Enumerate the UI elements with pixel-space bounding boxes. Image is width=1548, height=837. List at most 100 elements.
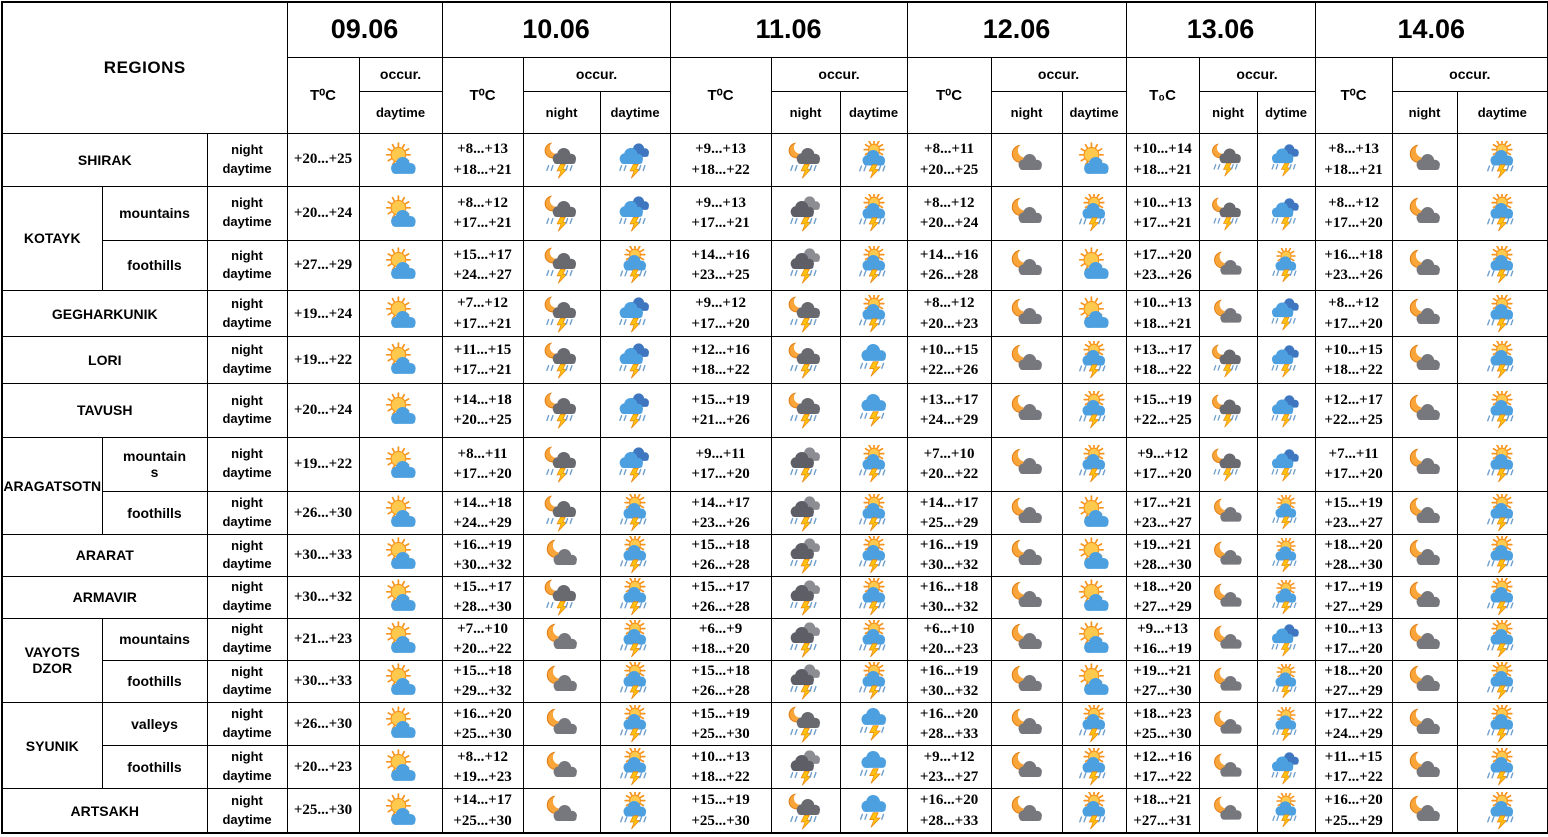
temp-cell: +8...+12 +17...+21 <box>441 185 524 241</box>
occur-icon-cell <box>599 185 671 241</box>
temp-range: +25...+29 <box>919 514 979 531</box>
occur-icon-cell <box>839 533 908 578</box>
occur-icon-cell <box>1198 617 1258 661</box>
temp-range: +16...+18 <box>919 579 979 596</box>
occur-icon-cell <box>1391 745 1458 790</box>
occur-icon-cell <box>839 788 908 834</box>
temp-range: +27...+30 <box>1133 683 1192 700</box>
temp-range: +14...+16 <box>919 247 979 264</box>
storm-day-sun-icon <box>1487 789 1514 829</box>
partly-day-icon <box>385 141 416 174</box>
temp-range: +18...+22 <box>1324 362 1383 379</box>
temp-cell: +10...+15 +22...+26 <box>906 336 992 385</box>
temp-cell: +9...+13 +18...+22 <box>669 132 772 187</box>
temp-cell: +8...+12 +20...+24 <box>906 185 992 241</box>
storm-blue-heavy-icon <box>1271 624 1299 657</box>
temp-range: +17...+20 <box>1133 247 1192 264</box>
daytime-label: daytime <box>222 361 272 377</box>
subregion-label: foothills <box>127 504 182 521</box>
temp-range: +25...+30 <box>691 726 750 742</box>
storm-dark-icon <box>789 750 820 786</box>
storm-night-moon-icon <box>1212 142 1241 177</box>
night-label: night <box>231 342 263 358</box>
storm-night-moon-icon <box>544 391 576 429</box>
partly-day-icon <box>385 392 416 425</box>
temp-range: +20...+24 <box>919 215 979 232</box>
occur-icon-cell <box>1256 383 1316 438</box>
temp-cell: +10...+13 +18...+22 <box>669 745 772 790</box>
subregion-cell: valleys <box>101 701 208 747</box>
night-label: night <box>231 295 263 311</box>
occur-icon-cell <box>990 185 1063 241</box>
temp-range: +9...+12 <box>1137 445 1188 462</box>
storm-night-moon-icon <box>544 445 576 483</box>
storm-blue-heavy-icon <box>1271 198 1299 231</box>
occur-icon-cell <box>990 745 1063 790</box>
temp-range: +17...+20 <box>691 315 750 332</box>
storm-blue-icon <box>859 344 886 377</box>
temp-range: +16...+20 <box>1324 792 1383 809</box>
table-row: ARMAVIR night daytime +30...+32 +15...+17 +28… <box>1 576 1548 619</box>
temp-cell: +10...+14 +18...+21 <box>1125 132 1200 187</box>
table-row: KOTAYK mountains night daytime +20...+24 +8..… <box>1 185 1548 292</box>
storm-day-sun-icon <box>1079 443 1106 483</box>
subregion-cell: foothills <box>101 239 208 292</box>
temp-cell: +10...+15 +18...+22 <box>1314 336 1393 385</box>
temp-cell: +18...+20 +27...+29 <box>1314 659 1393 703</box>
temp-range: +28...+33 <box>919 812 979 829</box>
night-cloud-icon <box>1011 296 1042 324</box>
occur-icon-cell <box>1456 132 1548 187</box>
temp-column-header: T⁰C <box>441 56 524 134</box>
storm-night-moon-icon <box>544 493 576 532</box>
partly-day-icon <box>385 195 416 228</box>
temp-range: +14...+16 <box>691 247 750 264</box>
temp-cell: +8...+13 +18...+21 <box>441 132 524 187</box>
temp-range: +23...+27 <box>1133 514 1192 531</box>
night-label: night <box>231 446 263 462</box>
temp-range: +10...+13 <box>1133 295 1192 312</box>
temp-cell: +20...+24 <box>286 383 360 438</box>
regions-header: REGIONS <box>1 1 288 134</box>
occur-icon-cell <box>839 383 908 438</box>
occur-icon-cell <box>522 533 601 578</box>
storm-day-sun-icon <box>620 492 647 531</box>
temp-range: +28...+33 <box>919 726 979 742</box>
subregion-label: mountains <box>123 448 186 481</box>
temp-range: +27...+31 <box>1133 812 1192 829</box>
temp-cell: +14...+18 +20...+25 <box>441 383 524 438</box>
partly-day-icon <box>1078 663 1109 696</box>
temp-range: +15...+19 <box>1133 392 1192 409</box>
temp-cell: +18...+23 +25...+30 <box>1125 701 1200 747</box>
temp-cell: +15...+18 +26...+28 <box>669 533 772 578</box>
temp-range: +16...+19 <box>1133 641 1192 658</box>
storm-day-sun-icon <box>620 577 647 616</box>
time-labels-cell: night daytime <box>206 701 288 747</box>
temp-cell: +16...+19 +30...+32 <box>906 659 992 703</box>
temp-cell: +16...+20 +28...+33 <box>906 701 992 747</box>
temp-cell: +19...+21 +27...+30 <box>1125 659 1200 703</box>
timeofday-header: dytime <box>1256 90 1316 134</box>
temp-range: +6...+9 <box>698 620 743 637</box>
temp-cell: +8...+12 +17...+20 <box>1314 185 1393 241</box>
temp-range: +26...+28 <box>691 557 750 574</box>
occur-icon-cell <box>1391 336 1458 385</box>
night-cloud-icon <box>1214 298 1242 323</box>
temp-range: +18...+22 <box>691 362 750 379</box>
temp-range: +18...+21 <box>1133 792 1192 809</box>
temp-range: +9...+13 <box>695 141 746 158</box>
temp-cell: +15...+18 +26...+28 <box>669 659 772 703</box>
region-cell: GEGHARKUNIK <box>1 290 208 338</box>
storm-day-sun-icon <box>1079 192 1106 232</box>
temp-range: +8...+12 <box>1328 195 1379 212</box>
temp-range: +19...+21 <box>1133 663 1192 680</box>
temp-range: +18...+22 <box>1133 362 1192 379</box>
temp-cell: +8...+12 +20...+23 <box>906 290 992 338</box>
storm-night-moon-icon <box>788 791 820 830</box>
occur-icon-cell <box>990 383 1063 438</box>
occur-icon-cell <box>1061 383 1127 438</box>
temp-cell: +8...+11 +20...+25 <box>906 132 992 187</box>
temp-cell: +20...+23 <box>286 745 360 790</box>
occur-icon-cell <box>522 336 601 385</box>
temp-range: +15...+18 <box>691 537 750 554</box>
